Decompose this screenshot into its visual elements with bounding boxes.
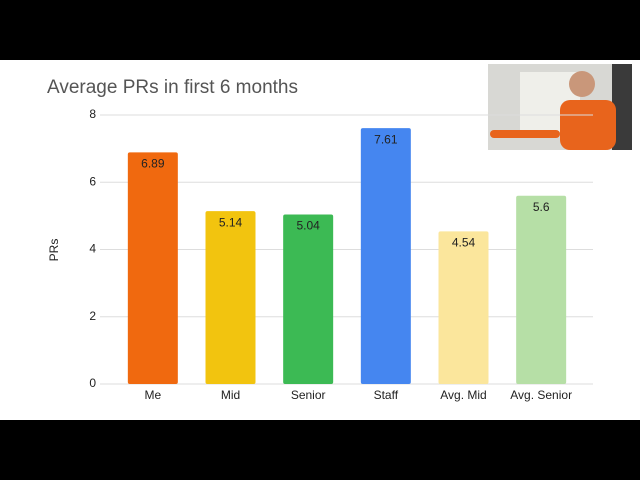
chart-title: Average PRs in first 6 months [47,77,298,98]
x-tick-label: Mid [221,388,240,402]
value-label: 4.54 [452,236,476,250]
x-tick-label: Avg. Mid [440,388,486,402]
x-tick-label: Staff [374,388,399,402]
value-label: 7.61 [374,132,398,146]
y-tick-label: 2 [89,309,96,323]
speaker-video [488,64,632,150]
bar [127,152,178,384]
y-axis-label: PRs [47,239,61,262]
bar [516,195,567,384]
y-tick-label: 0 [89,376,96,390]
y-tick-label: 4 [89,242,96,256]
value-label: 5.14 [219,215,243,229]
bar [438,231,489,384]
bar [283,214,334,384]
x-tick-label: Senior [291,388,326,402]
value-label: 5.04 [296,219,320,233]
y-tick-label: 6 [89,174,96,188]
x-tick-label: Avg. Senior [510,388,572,402]
bar [360,128,411,384]
value-label: 5.6 [533,200,550,214]
value-label: 6.89 [141,156,165,170]
x-tick-label: Me [144,388,161,402]
y-tick-label: 8 [89,107,96,121]
bar [205,211,256,384]
